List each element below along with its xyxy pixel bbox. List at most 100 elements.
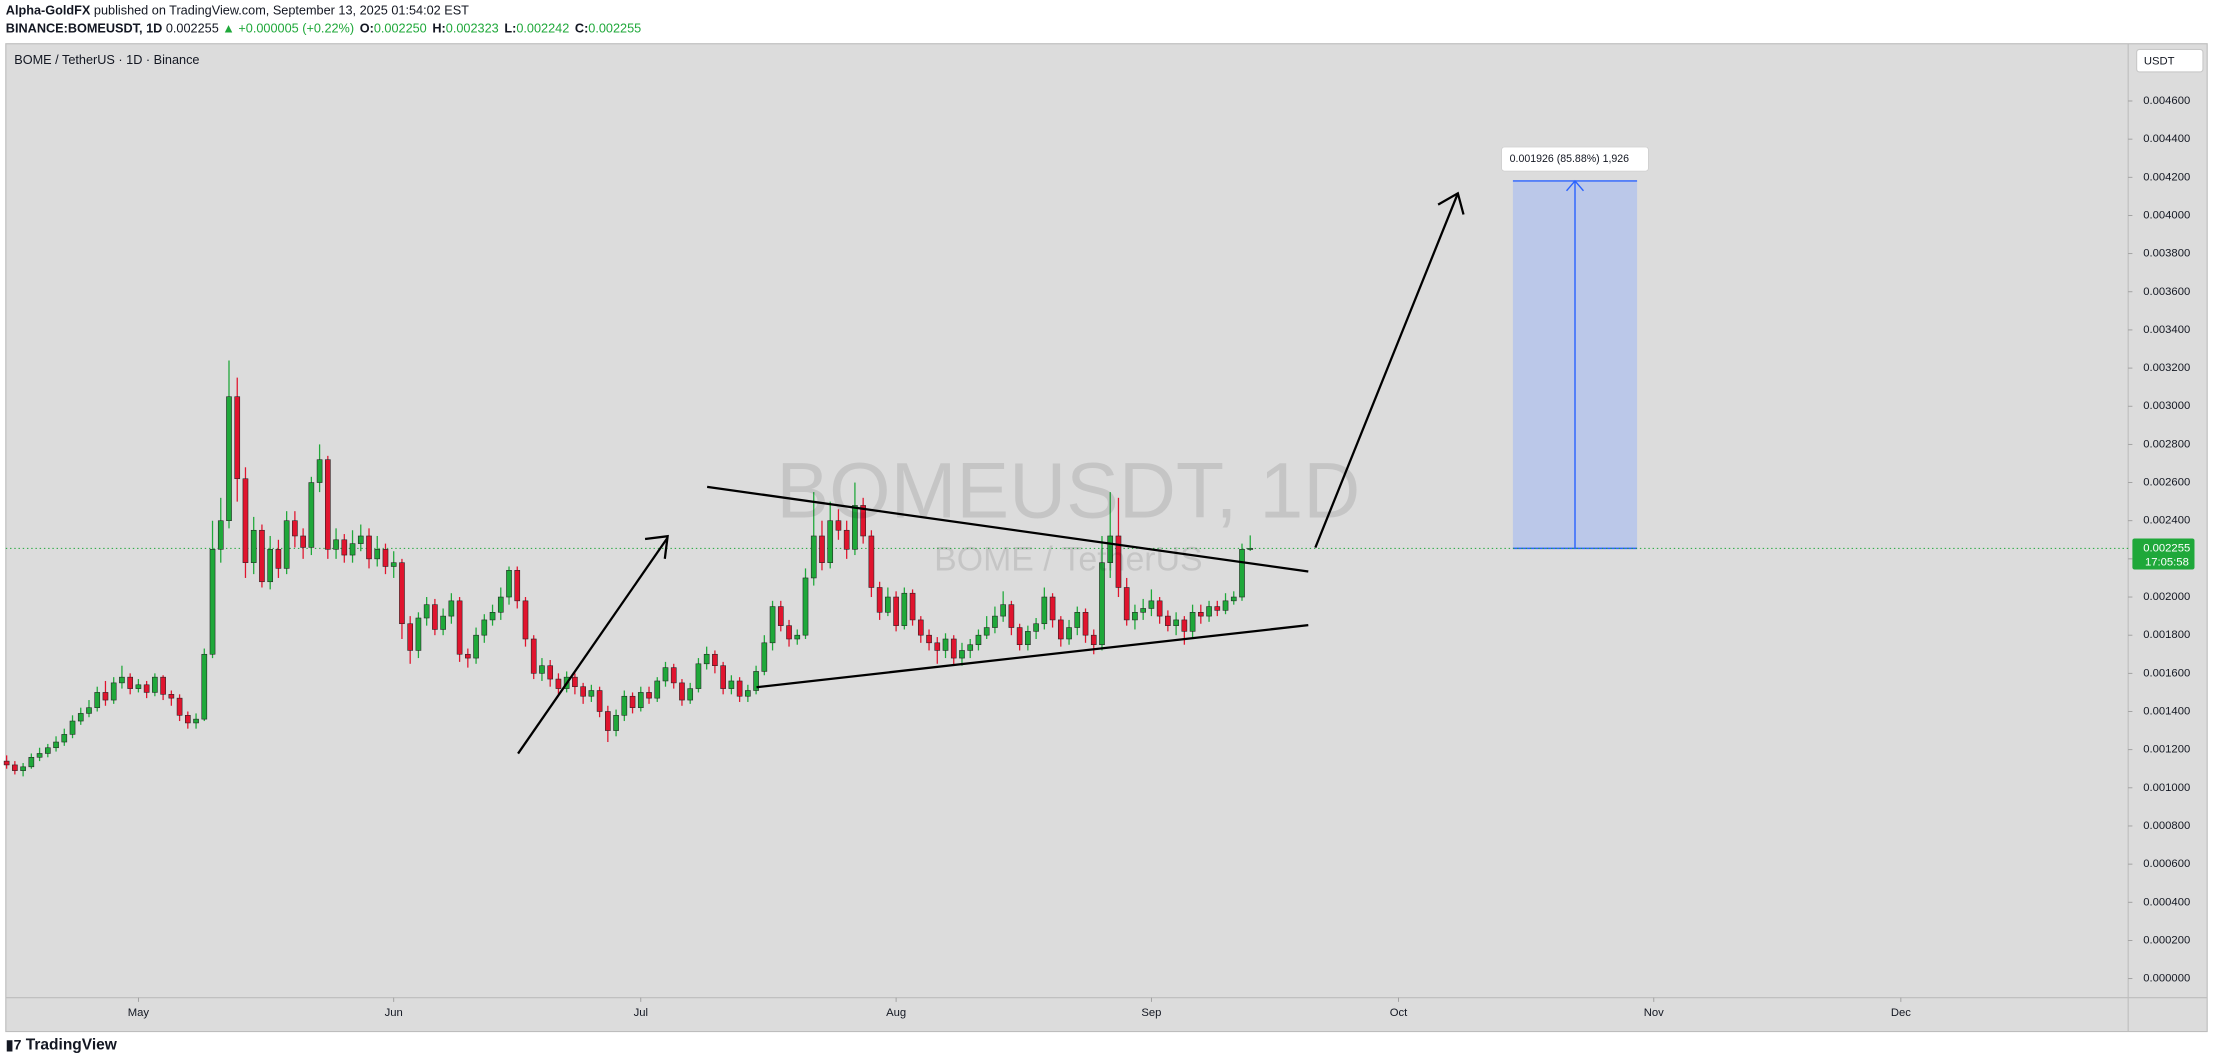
candle-body (357, 535, 364, 544)
candle-body (522, 600, 529, 640)
ohlc-value: 0.002242 (516, 22, 569, 36)
candle-body (629, 695, 636, 708)
candle-body (316, 459, 323, 483)
watermark: BOMEUSDT, 1D (776, 446, 1360, 535)
y-tick-label: 0.004600 (2143, 95, 2190, 107)
candle-body (1214, 606, 1221, 611)
x-tick-label: Aug (886, 1007, 906, 1019)
y-tick-label: 0.002000 (2143, 591, 2190, 603)
x-tick-label: Dec (1891, 1007, 1911, 1019)
candle-body (481, 619, 488, 636)
candle-body (432, 604, 438, 630)
candle-body (1115, 535, 1122, 588)
candle-body (687, 688, 694, 701)
candle-body (646, 692, 652, 699)
candle-body (102, 692, 109, 701)
candle-body (777, 606, 784, 626)
candle-body (325, 459, 331, 550)
y-tick-label: 0.001000 (2143, 782, 2190, 794)
candle-body (226, 396, 232, 521)
candle-body (176, 697, 183, 716)
candle-body (588, 690, 595, 697)
y-tick-label: 0.000800 (2143, 820, 2190, 832)
candle-body (950, 638, 957, 659)
candle-body (885, 596, 891, 613)
y-tick-label: 0.000200 (2143, 934, 2190, 946)
ohlc-value: 0.002323 (446, 22, 499, 36)
candle-body (506, 570, 512, 598)
candle-body (1082, 612, 1089, 636)
watermark-subtitle: BOME / TetherUS (934, 541, 1202, 579)
last-price-tag (2132, 538, 2195, 570)
arrowhead (1437, 191, 1465, 215)
y-tick-label: 0.002600 (2143, 477, 2190, 489)
candle-body (242, 478, 249, 563)
footer-logo: ▮7 TradingView (6, 1036, 118, 1053)
currency[interactable]: USDT (2144, 55, 2175, 67)
candle-body (94, 692, 101, 708)
candle-body (819, 535, 825, 563)
candle-body (1173, 619, 1179, 626)
candle-body (1123, 587, 1130, 621)
candle-body (366, 535, 372, 560)
candle-body (1247, 548, 1254, 550)
candle-body (1099, 562, 1105, 646)
candle-body (580, 686, 586, 697)
candle-body (193, 718, 199, 724)
candle-body (901, 592, 908, 626)
candle-body (399, 562, 405, 625)
candle-body (596, 690, 603, 712)
symbol-line: BINANCE:BOMEUSDT, 1D 0.002255 ▲ +0.00000… (6, 22, 641, 36)
ohlc-value: 0.002250 (374, 22, 427, 36)
candle-body (489, 612, 496, 621)
price: 0.002255 (166, 22, 219, 36)
candle-body (1206, 606, 1212, 617)
change: ▲ +0.000005 (+0.22%) (222, 22, 354, 36)
measure-label-box (1501, 146, 1649, 172)
candle-body (679, 682, 685, 701)
y-tick-label: 0.003200 (2143, 362, 2190, 374)
candle-body (712, 653, 718, 666)
candle-body (983, 627, 990, 636)
candle-body (934, 642, 941, 651)
candle-body (909, 592, 916, 621)
y-tick-label: 0.001200 (2143, 744, 2190, 756)
x-tick-label: Sep (1141, 1007, 1161, 1019)
upper-trendline (706, 485, 1309, 573)
y-tick-label: 0.003600 (2143, 286, 2190, 298)
candle-body (168, 694, 175, 699)
plot-area (3, 179, 2129, 777)
candle-body (802, 577, 809, 636)
candle-body (761, 642, 768, 672)
candle-body (300, 535, 306, 548)
candle-body (292, 520, 298, 537)
arrowhead (644, 534, 669, 559)
candle-body (942, 638, 949, 651)
candle-body (1156, 600, 1163, 617)
candle-body (53, 741, 59, 749)
candle-body (975, 634, 982, 646)
candle-body (992, 615, 998, 628)
y-tick-label: 0.002800 (2143, 438, 2190, 450)
candle-body (234, 396, 241, 480)
candle-body (1057, 619, 1064, 640)
candle-body (390, 562, 397, 567)
measure-arrowhead (1565, 179, 1585, 192)
candle-body (440, 615, 446, 630)
candle-body (547, 665, 554, 680)
candle-body (69, 720, 76, 735)
candle-body (1016, 627, 1023, 646)
published: published on TradingView.com, September … (94, 4, 469, 18)
candle-body (1025, 631, 1031, 646)
candle-body (382, 549, 389, 567)
ohlc-value: 0.002255 (588, 22, 641, 36)
candle-body (1197, 612, 1204, 617)
candle-body (835, 520, 842, 531)
candle-body (135, 684, 142, 689)
candle-body (1074, 612, 1081, 628)
candle-body (1222, 600, 1229, 611)
currency-button[interactable] (2136, 48, 2204, 73)
candle-body (308, 482, 315, 548)
y-tick-label: 0.000000 (2143, 973, 2190, 985)
